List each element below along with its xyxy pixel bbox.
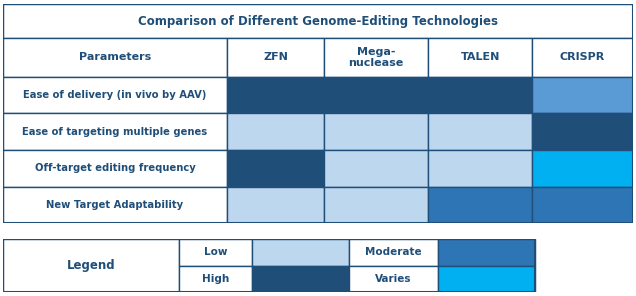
Text: Low: Low <box>204 247 228 258</box>
Bar <box>252 266 350 292</box>
Bar <box>324 38 428 77</box>
Bar <box>350 239 438 266</box>
Bar <box>226 113 324 150</box>
Bar <box>3 4 633 38</box>
Bar <box>3 239 179 292</box>
Bar <box>438 266 536 292</box>
Text: Moderate: Moderate <box>365 247 422 258</box>
Bar <box>226 38 324 77</box>
Text: Comparison of Different Genome-Editing Technologies: Comparison of Different Genome-Editing T… <box>138 15 498 28</box>
Text: CRISPR: CRISPR <box>560 52 605 62</box>
Text: New Target Adaptability: New Target Adaptability <box>46 200 184 210</box>
Bar <box>324 113 428 150</box>
Bar <box>3 150 226 186</box>
Bar <box>3 186 226 223</box>
Bar <box>3 38 226 77</box>
Bar <box>3 77 226 113</box>
Bar <box>532 113 633 150</box>
Bar <box>428 113 532 150</box>
Bar <box>3 113 226 150</box>
Bar <box>438 239 536 266</box>
Text: Varies: Varies <box>375 274 411 284</box>
Bar <box>324 186 428 223</box>
Bar <box>179 239 252 266</box>
Bar <box>3 239 536 292</box>
Text: Parameters: Parameters <box>79 52 151 62</box>
Text: High: High <box>202 274 230 284</box>
Bar <box>324 150 428 186</box>
Bar <box>532 77 633 113</box>
Text: Ease of targeting multiple genes: Ease of targeting multiple genes <box>22 127 207 137</box>
Bar <box>428 38 532 77</box>
Bar <box>226 77 324 113</box>
Text: ZFN: ZFN <box>263 52 288 62</box>
Bar <box>252 239 350 266</box>
Text: Mega-
nuclease: Mega- nuclease <box>349 47 404 68</box>
Bar <box>428 186 532 223</box>
Bar <box>324 77 428 113</box>
Bar <box>532 150 633 186</box>
Bar <box>428 77 532 113</box>
Bar <box>226 186 324 223</box>
Text: Off-target editing frequency: Off-target editing frequency <box>34 163 195 173</box>
Text: TALEN: TALEN <box>460 52 500 62</box>
Text: Legend: Legend <box>67 259 116 272</box>
Bar <box>532 186 633 223</box>
Bar <box>532 38 633 77</box>
Bar <box>350 266 438 292</box>
Bar <box>226 150 324 186</box>
Bar <box>179 266 252 292</box>
Text: Ease of delivery (in vivo by AAV): Ease of delivery (in vivo by AAV) <box>24 90 207 100</box>
Bar <box>428 150 532 186</box>
